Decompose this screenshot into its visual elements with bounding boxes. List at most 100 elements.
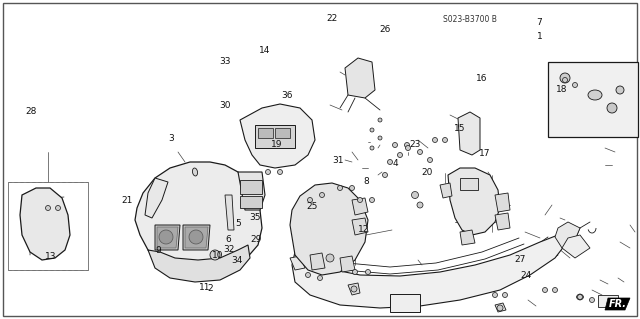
Circle shape xyxy=(552,287,557,293)
Circle shape xyxy=(56,205,61,211)
Circle shape xyxy=(387,160,392,165)
Circle shape xyxy=(497,305,503,311)
Polygon shape xyxy=(555,222,580,248)
Polygon shape xyxy=(145,178,168,218)
Circle shape xyxy=(210,250,220,260)
Polygon shape xyxy=(157,227,178,248)
Circle shape xyxy=(573,83,577,87)
Text: 3: 3 xyxy=(169,134,174,143)
Polygon shape xyxy=(240,104,315,168)
Polygon shape xyxy=(292,235,565,308)
Circle shape xyxy=(442,137,447,143)
Text: 29: 29 xyxy=(250,235,262,244)
Polygon shape xyxy=(20,188,70,260)
Text: 6: 6 xyxy=(226,235,231,244)
Text: 2: 2 xyxy=(207,284,212,293)
Text: 31: 31 xyxy=(332,156,344,165)
Circle shape xyxy=(563,78,568,83)
Polygon shape xyxy=(345,58,375,98)
Text: S023-B3700 B: S023-B3700 B xyxy=(444,15,497,24)
Bar xyxy=(240,196,262,208)
Text: 8: 8 xyxy=(364,177,369,186)
Polygon shape xyxy=(495,213,510,230)
Text: 19: 19 xyxy=(271,140,282,149)
Circle shape xyxy=(577,294,583,300)
Circle shape xyxy=(349,186,355,190)
Text: 23: 23 xyxy=(409,140,420,149)
Text: 21: 21 xyxy=(121,196,132,205)
Circle shape xyxy=(406,145,410,151)
Circle shape xyxy=(404,143,410,147)
Bar xyxy=(548,62,638,137)
Text: 35: 35 xyxy=(249,213,260,222)
Circle shape xyxy=(392,143,397,147)
Circle shape xyxy=(433,137,438,143)
Text: 18: 18 xyxy=(556,85,568,94)
Text: 4: 4 xyxy=(393,159,398,168)
Text: 25: 25 xyxy=(307,202,318,211)
Circle shape xyxy=(353,270,358,275)
Polygon shape xyxy=(460,230,475,245)
Circle shape xyxy=(397,152,403,158)
Bar xyxy=(460,178,478,190)
Polygon shape xyxy=(290,183,368,275)
Text: 22: 22 xyxy=(326,14,337,23)
Bar xyxy=(390,294,420,312)
Polygon shape xyxy=(290,256,305,270)
Bar xyxy=(598,295,618,307)
Text: 14: 14 xyxy=(259,46,270,55)
Circle shape xyxy=(358,197,362,203)
Circle shape xyxy=(607,103,617,113)
Circle shape xyxy=(365,270,371,275)
Circle shape xyxy=(428,158,433,162)
Circle shape xyxy=(560,73,570,83)
Bar xyxy=(275,128,290,138)
Circle shape xyxy=(370,146,374,150)
Circle shape xyxy=(369,197,374,203)
Circle shape xyxy=(493,293,497,298)
Circle shape xyxy=(502,293,508,298)
Circle shape xyxy=(326,254,334,262)
Text: 17: 17 xyxy=(479,149,491,158)
Polygon shape xyxy=(238,172,265,210)
Circle shape xyxy=(305,272,310,278)
Polygon shape xyxy=(495,303,506,312)
Text: 30: 30 xyxy=(220,101,231,110)
Circle shape xyxy=(159,230,173,244)
Text: 34: 34 xyxy=(231,256,243,265)
Circle shape xyxy=(278,169,282,174)
Polygon shape xyxy=(440,183,452,198)
Circle shape xyxy=(616,86,624,94)
Text: 24: 24 xyxy=(520,271,532,280)
Polygon shape xyxy=(605,298,630,310)
Polygon shape xyxy=(255,125,295,148)
Ellipse shape xyxy=(193,168,198,176)
Polygon shape xyxy=(185,227,208,248)
Text: 16: 16 xyxy=(476,74,487,83)
Circle shape xyxy=(378,136,382,140)
Text: 11: 11 xyxy=(199,283,211,292)
Polygon shape xyxy=(310,253,325,270)
Circle shape xyxy=(351,286,357,292)
Text: 15: 15 xyxy=(454,124,465,133)
Circle shape xyxy=(577,294,582,300)
Text: 5: 5 xyxy=(236,219,241,228)
Circle shape xyxy=(589,298,595,302)
Text: 32: 32 xyxy=(223,245,234,254)
Text: FR.: FR. xyxy=(609,299,627,309)
Bar xyxy=(8,182,88,270)
Circle shape xyxy=(378,118,382,122)
Polygon shape xyxy=(148,245,250,282)
Circle shape xyxy=(370,128,374,132)
Circle shape xyxy=(317,276,323,280)
Text: 28: 28 xyxy=(25,107,36,115)
Polygon shape xyxy=(448,168,500,235)
Polygon shape xyxy=(183,225,210,250)
Polygon shape xyxy=(348,283,360,295)
Circle shape xyxy=(417,202,423,208)
Polygon shape xyxy=(495,193,510,212)
Text: 33: 33 xyxy=(220,57,231,66)
Polygon shape xyxy=(352,218,368,235)
Text: 27: 27 xyxy=(514,255,525,263)
Text: 13: 13 xyxy=(45,252,57,261)
